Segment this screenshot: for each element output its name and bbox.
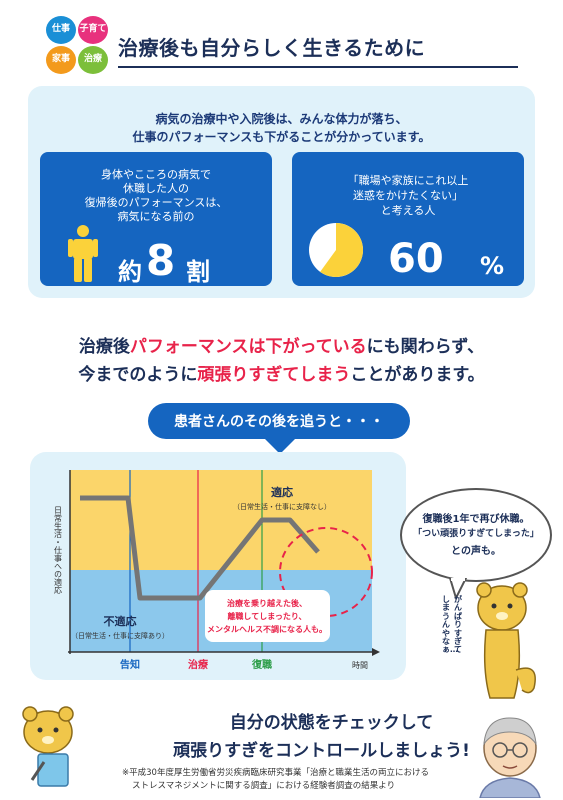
down-arrow-icon: [264, 438, 296, 454]
headline-1a: 治療後: [78, 337, 130, 357]
headline-line-1: 治療後パフォーマンスは下がっているにも関わらず、: [0, 332, 563, 357]
headline-1c: にも関わらず、: [366, 337, 485, 357]
stat-right-suffix: %: [480, 252, 505, 280]
logo: 仕事 子育て 家事 治療: [46, 16, 110, 76]
stat-left-line-2: 休職した人の: [123, 182, 189, 195]
stat-left-value: 8: [146, 236, 176, 285]
adaptation-graph-panel: [30, 452, 406, 680]
stat-left-line-4: 病気になる前の: [117, 210, 195, 223]
page-title: 治療後も自分らしく生きるために: [118, 36, 426, 60]
speech-bubble: [400, 488, 552, 582]
bear-with-notebook-icon: [22, 706, 74, 787]
stat-right-line-2: 迷惑をかけたくない」: [353, 189, 463, 202]
headline-2a: 今までのように: [78, 365, 198, 385]
elderly-person-icon: [479, 717, 541, 798]
cta-line-1: 自分の状態をチェックして: [229, 713, 434, 733]
character-speech-col-2: しまうんやなぁ…: [442, 595, 458, 655]
headline-2c: ことがあります。: [350, 365, 485, 385]
bear-character-icon: [476, 582, 536, 699]
followup-banner: 患者さんのその後を追うと・・・: [148, 403, 410, 439]
bubble-line-2: 「つい頑張りすぎてしまった」: [413, 529, 539, 539]
logo-treatment: 治療: [78, 46, 108, 74]
headline-1b: パフォーマンスは下がっている: [129, 337, 367, 357]
headline-2b: 頑張りすぎてしまう: [197, 365, 351, 385]
title-underline: [118, 66, 518, 68]
stat-card-worry: 「職場や家族にこれ以上 迷惑をかけたくない」 と考える人 60 %: [292, 152, 524, 286]
stat-card-performance: 身体やこころの病気で 休職した人の 復帰後のパフォーマンスは、 病気になる前の …: [40, 152, 272, 286]
pie-chart-icon: [309, 223, 364, 277]
stat-right-line-1: 「職場や家族にこれ以上: [347, 174, 469, 187]
character-speech-col-1: がんばりすぎて: [454, 595, 462, 655]
bubble-line-3: との声も。: [451, 546, 501, 557]
intro-line-1: 病気の治療中や入院後は、みんな体力が落ち、: [155, 112, 408, 126]
cta-line-2: 頑張りすぎをコントロールしましょう!: [173, 741, 470, 761]
bubble-tail-icon: [448, 578, 468, 600]
intro-line-2: 仕事のパフォーマンスも下がることが分かっています。: [132, 130, 431, 144]
logo-childcare: 子育て: [78, 16, 108, 44]
footnote-line-1: ※平成30年度厚生労働省労災疾病臨床研究事業「治療と職業生活の両立における: [122, 768, 429, 778]
stat-right-line-3: と考える人: [380, 204, 436, 217]
stat-left-line-3: 復帰後のパフォーマンスは、: [84, 196, 228, 209]
stat-right-value: 60: [388, 236, 444, 282]
pie-slice: [320, 223, 364, 277]
headline-line-2: 今までのように頑張りすぎてしまうことがあります。: [0, 360, 563, 385]
person-icon: [68, 225, 98, 282]
bubble-line-1: 復職後1年で再び休職。: [422, 514, 530, 525]
footnote-line-2: ストレスマネジメントに関する調査」における経験者調査の結果より: [132, 781, 396, 791]
stat-left-prefix: 約: [118, 258, 142, 286]
stat-left-line-1: 身体やこころの病気で: [101, 168, 211, 181]
logo-work: 仕事: [46, 16, 76, 44]
logo-housework: 家事: [46, 46, 76, 74]
stat-left-suffix: 割: [186, 258, 210, 286]
